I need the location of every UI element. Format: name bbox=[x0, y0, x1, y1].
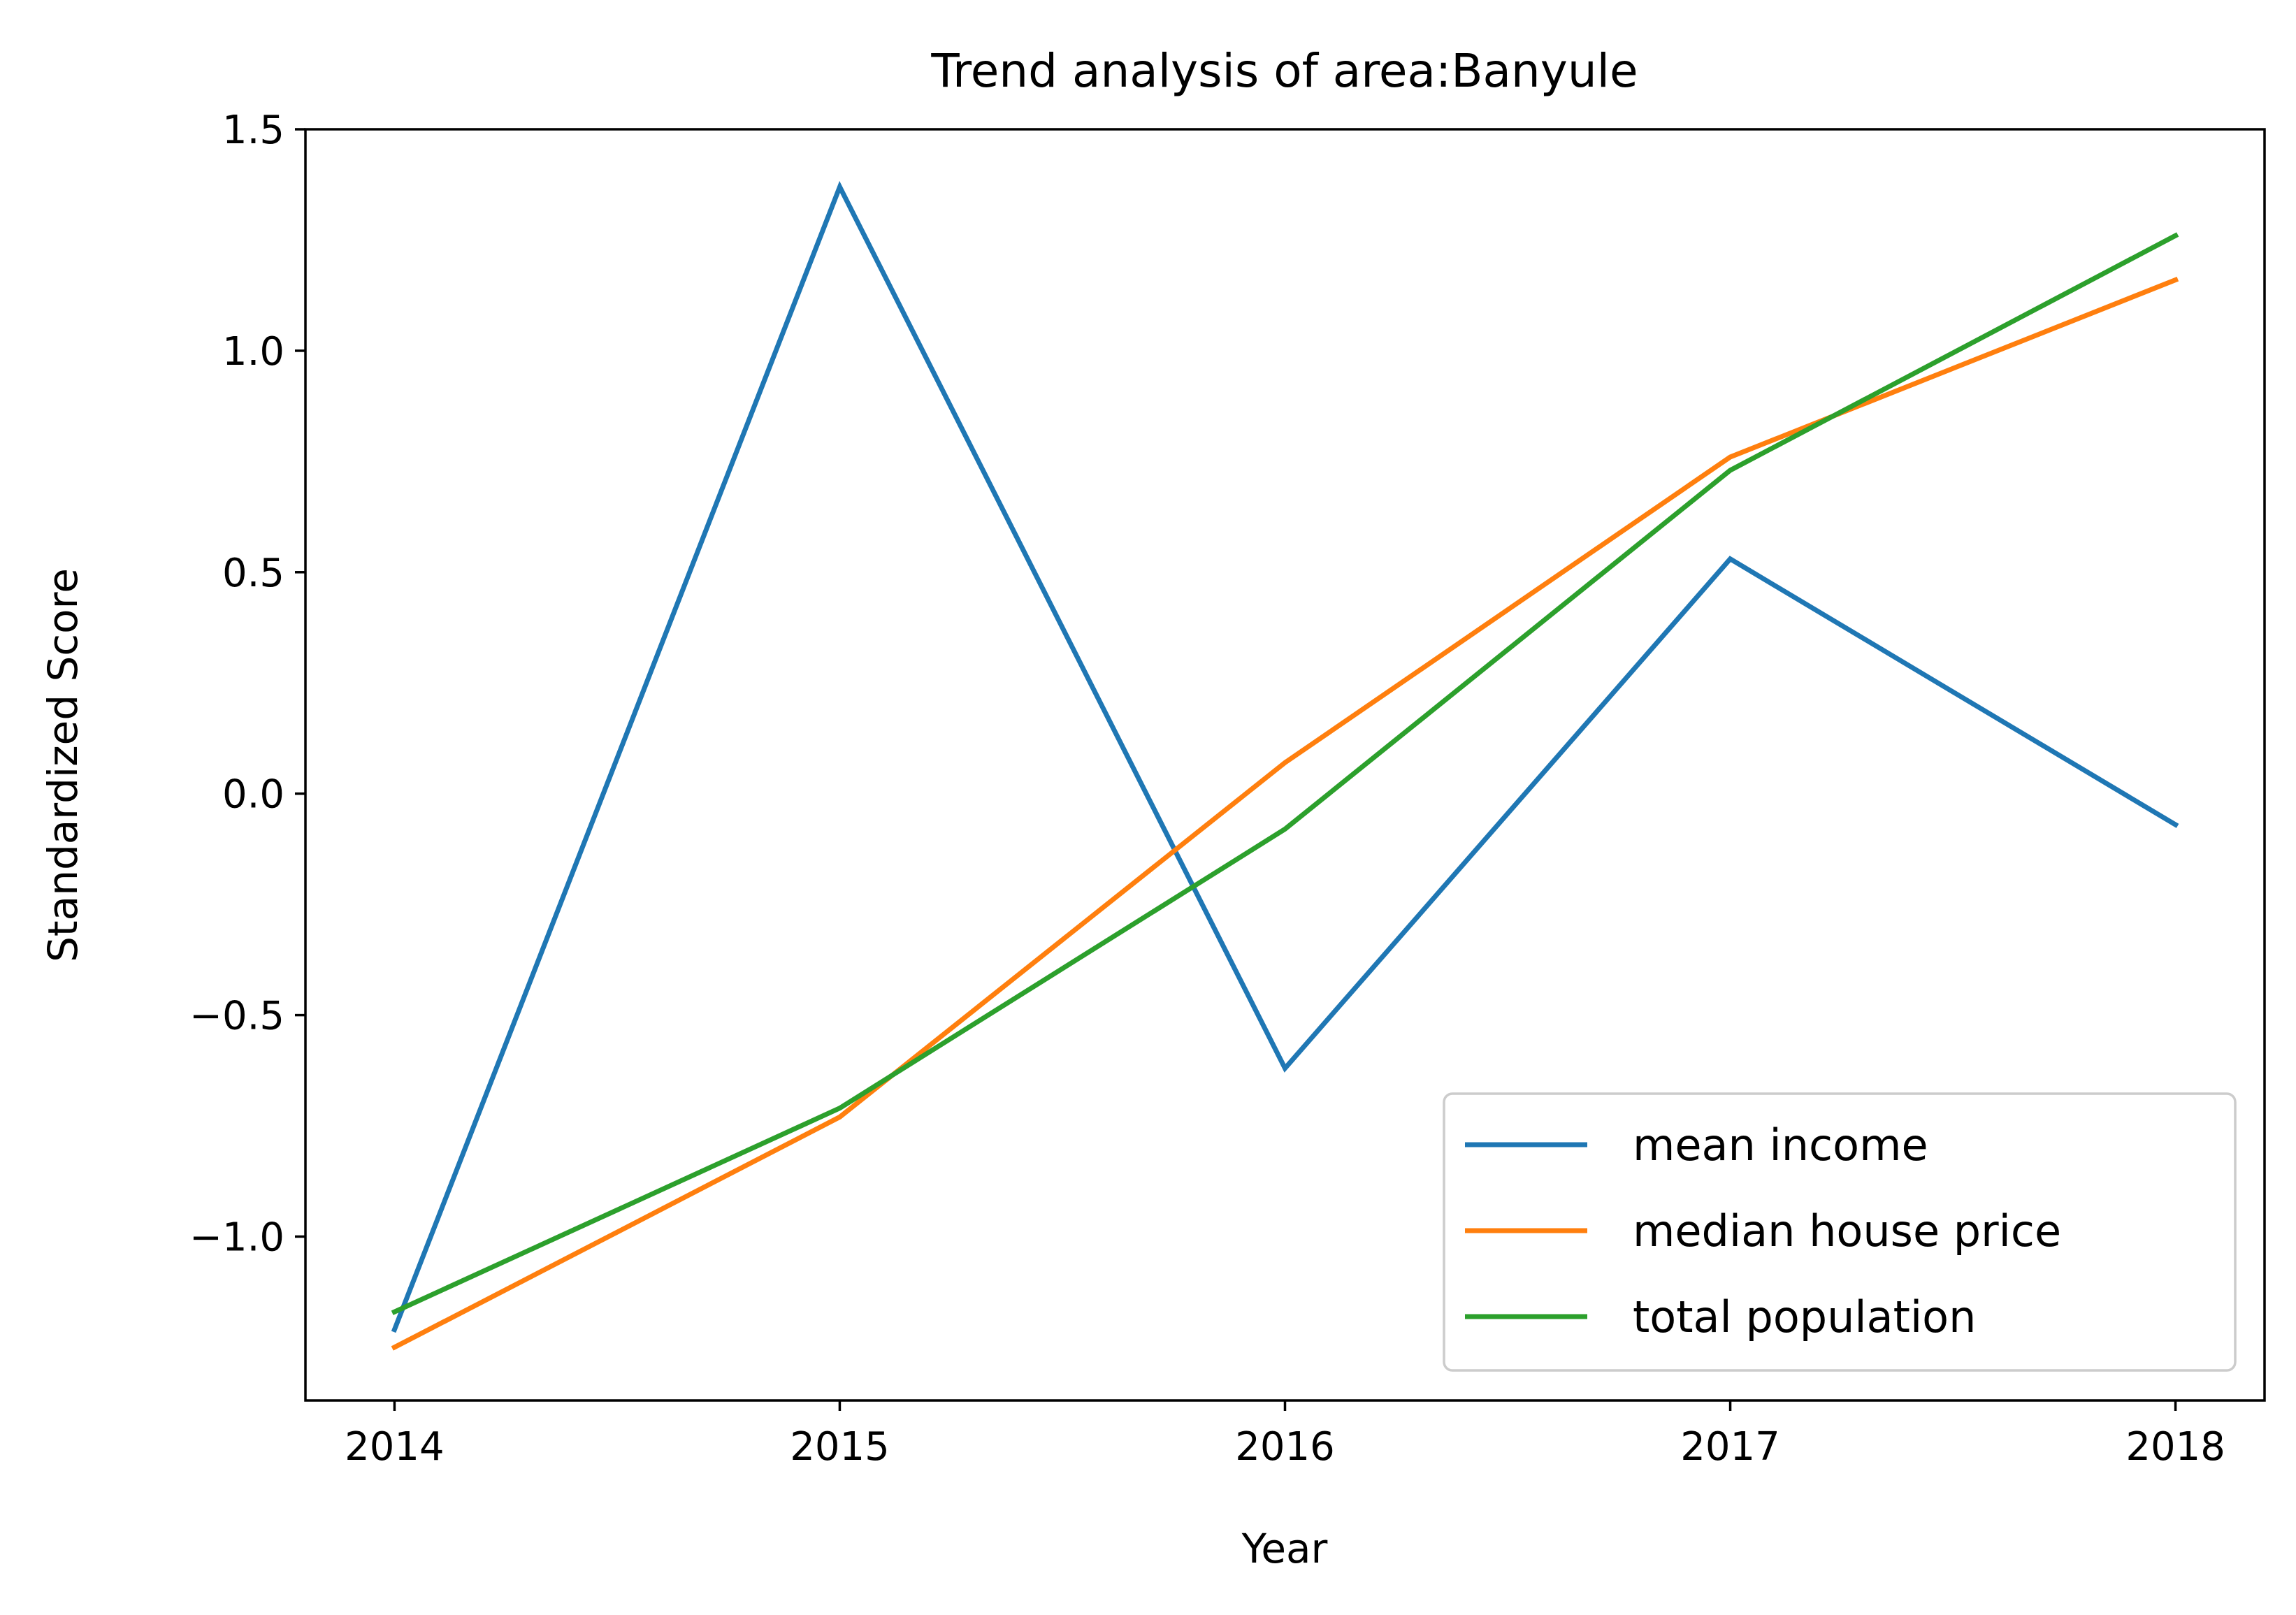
x-tick-label: 2015 bbox=[790, 1424, 890, 1470]
x-axis-label: Year bbox=[1241, 1525, 1328, 1572]
x-tick-label: 2016 bbox=[1235, 1424, 1335, 1470]
legend-box bbox=[1443, 1092, 2237, 1372]
series-line-1 bbox=[391, 180, 2179, 1333]
y-tick-label: 0.5 bbox=[222, 551, 284, 596]
series-line-3 bbox=[391, 232, 2179, 1315]
y-axis-label: Standardized Score bbox=[39, 568, 87, 962]
y-tick-label: −1.0 bbox=[189, 1215, 284, 1260]
chart-title: Trend analysis of area:Banyule bbox=[930, 44, 1638, 98]
legend-label: median house price bbox=[1633, 1205, 2061, 1256]
x-axis: 2014 2015 2016 2017 2018 bbox=[345, 1400, 2225, 1470]
series-line-2 bbox=[391, 276, 2179, 1351]
y-tick-label: 1.0 bbox=[222, 329, 284, 375]
y-tick-label: 0.0 bbox=[222, 772, 284, 818]
y-axis: −1.0 −0.5 0.0 0.5 1.0 1.5 bbox=[189, 108, 305, 1260]
legend-label: total population bbox=[1633, 1291, 1976, 1342]
x-tick-label: 2014 bbox=[345, 1424, 445, 1470]
x-tick-label: 2017 bbox=[1680, 1424, 1780, 1470]
y-tick-label: −0.5 bbox=[189, 994, 284, 1039]
legend-label: mean income bbox=[1633, 1120, 1928, 1171]
legend: mean income median house price total popul… bbox=[1443, 1092, 2237, 1372]
x-tick-label: 2018 bbox=[2125, 1424, 2225, 1470]
y-tick-label: 1.5 bbox=[222, 108, 284, 153]
